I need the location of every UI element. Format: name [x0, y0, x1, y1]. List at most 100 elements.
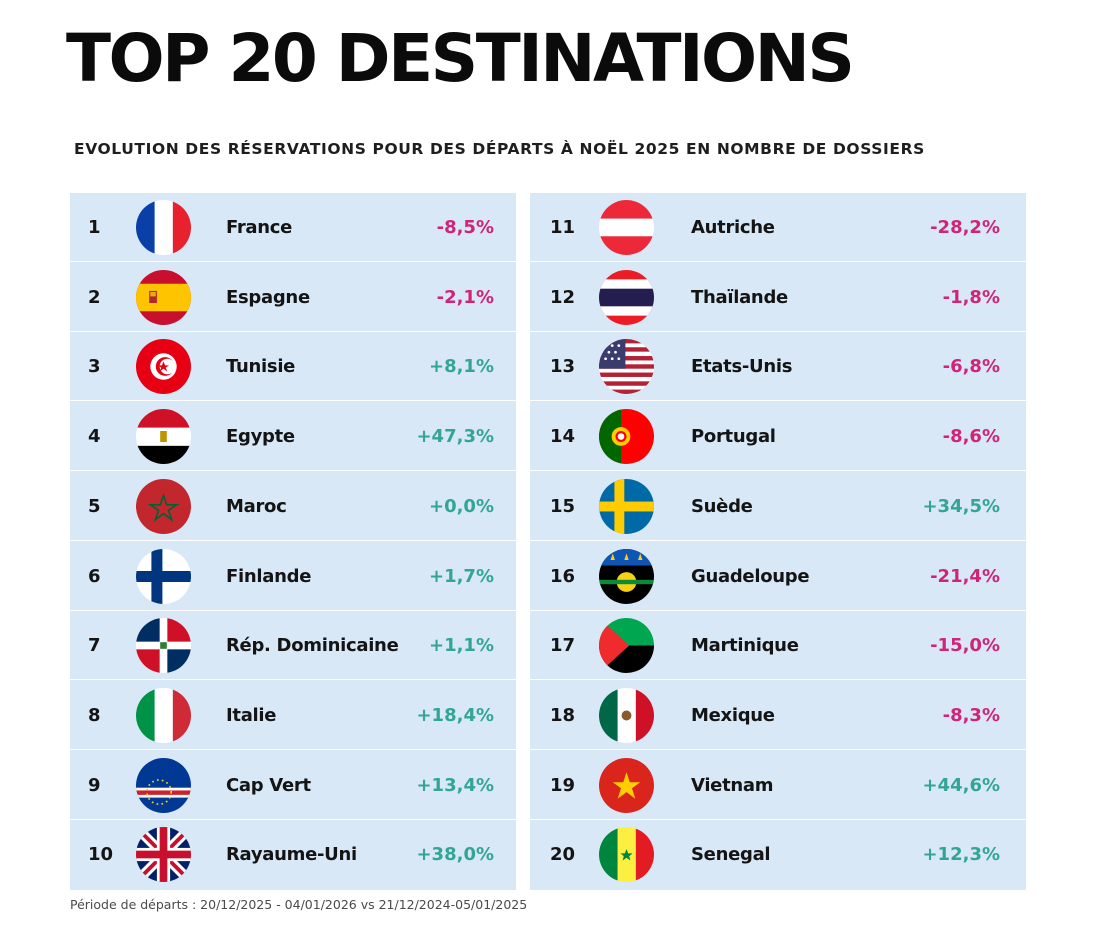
destination-name: Espagne [226, 286, 310, 308]
portugal-flag-icon [599, 409, 654, 465]
destination-name: Maroc [226, 495, 287, 517]
rank-number: 17 [550, 635, 576, 657]
destination-name: France [226, 217, 293, 238]
italy-flag-icon [136, 687, 191, 743]
table-row: 5 Maroc +0,0% [70, 472, 516, 541]
destination-name: Egypte [226, 426, 295, 448]
finland-flag-icon [136, 548, 191, 604]
destination-name: Finlande [226, 565, 312, 587]
evolution-value: +47,3% [416, 426, 494, 448]
rank-number: 12 [550, 286, 576, 308]
morocco-flag-icon [136, 478, 191, 534]
rank-number: 19 [550, 774, 576, 796]
destination-name: Tunisie [226, 356, 296, 378]
destination-name: Cap Vert [226, 774, 311, 796]
rank-number: 11 [550, 217, 576, 238]
rank-number: 9 [88, 774, 101, 796]
table-row: 14 Portugal -8,6% [530, 402, 1026, 472]
destination-name: Rayaume-Uni [226, 844, 357, 866]
rank-number: 8 [88, 704, 101, 726]
rank-number: 5 [88, 495, 101, 517]
rank-number: 10 [88, 844, 114, 866]
rank-number: 2 [88, 286, 101, 308]
rank-number: 3 [88, 356, 101, 378]
destination-name: Suède [691, 495, 753, 517]
table-row: 19 Vietnam +44,6% [530, 751, 1026, 820]
evolution-value: -8,5% [436, 217, 494, 238]
rank-number: 16 [550, 565, 576, 587]
table-row: 3 Tunisie +8,1% [70, 332, 516, 402]
table-row: 18 Mexique -8,3% [530, 681, 1026, 750]
evolution-value: -1,8% [942, 286, 1000, 308]
rank-number: 15 [550, 495, 576, 517]
table-row: 6 Finlande +1,7% [70, 542, 516, 611]
evolution-value: +18,4% [416, 704, 494, 726]
evolution-value: +1,1% [428, 635, 494, 657]
rank-number: 20 [550, 844, 576, 866]
rank-number: 1 [88, 217, 101, 238]
rank-number: 6 [88, 565, 101, 587]
usa-flag-icon [599, 339, 654, 395]
table-row: 1 France -8,5% [70, 193, 516, 262]
destination-name: Vietnam [691, 774, 774, 796]
evolution-value: -8,6% [942, 426, 1000, 448]
destination-name: Italie [226, 704, 277, 726]
austria-flag-icon [599, 200, 654, 255]
evolution-value: -28,2% [930, 217, 1000, 238]
rank-number: 4 [88, 426, 101, 448]
ranking-panel-left: 1 France -8,5% 2 Espagne -2,1% 3 Tunisie +8,1% 4 E… [70, 193, 516, 890]
martinique-flag-icon [599, 618, 654, 674]
table-row: 4 Egypte +47,3% [70, 402, 516, 472]
evolution-value: -8,3% [942, 704, 1000, 726]
table-row: 12 Thaïlande -1,8% [530, 263, 1026, 332]
table-row: 11 Autriche -28,2% [530, 193, 1026, 262]
table-row: 10 Rayaume-Uni +38,0% [70, 820, 516, 889]
table-row: 15 Suède +34,5% [530, 472, 1026, 541]
ranking-panel-right: 11 Autriche -28,2% 12 Thaïlande -1,8% 13 Etats-… [530, 193, 1026, 890]
egypt-flag-icon [136, 409, 191, 465]
page-title: TOP 20 DESTINATIONS [66, 20, 855, 97]
evolution-value: +1,7% [428, 565, 494, 587]
evolution-value: -21,4% [930, 565, 1000, 587]
evolution-value: +0,0% [428, 495, 494, 517]
evolution-value: +44,6% [922, 774, 1000, 796]
table-row: 8 Italie +18,4% [70, 681, 516, 750]
destination-name: Guadeloupe [691, 565, 810, 587]
page-subtitle: EVOLUTION DES RÉSERVATIONS POUR DES DÉPA… [74, 140, 925, 158]
evolution-value: +8,1% [428, 356, 494, 378]
table-row: 2 Espagne -2,1% [70, 263, 516, 332]
footnote: Période de départs : 20/12/2025 - 04/01/… [70, 897, 528, 912]
destination-name: Etats-Unis [691, 356, 793, 378]
thailand-flag-icon [599, 269, 654, 325]
rank-number: 14 [550, 426, 576, 448]
guadeloupe-flag-icon [599, 548, 654, 604]
evolution-value: +13,4% [416, 774, 494, 796]
destination-name: Rép. Dominicaine [226, 635, 399, 657]
sweden-flag-icon [599, 478, 654, 534]
mexico-flag-icon [599, 687, 654, 743]
france-flag-icon [136, 200, 191, 255]
table-row: 7 Rép. Dominicaine +1,1% [70, 611, 516, 681]
rank-number: 13 [550, 356, 576, 378]
rank-number: 7 [88, 635, 101, 657]
destination-name: Senegal [691, 844, 771, 866]
table-row: 13 Etats-Unis -6,8% [530, 332, 1026, 402]
senegal-flag-icon [599, 827, 654, 883]
evolution-value: -6,8% [942, 356, 1000, 378]
destination-name: Portugal [691, 426, 776, 448]
destination-name: Thaïlande [691, 286, 788, 308]
cape-verde-flag-icon [136, 757, 191, 813]
table-row: 9 Cap Vert +13,4% [70, 751, 516, 820]
table-row: 20 Senegal +12,3% [530, 820, 1026, 889]
uk-flag-icon [136, 827, 191, 883]
dominican-republic-flag-icon [136, 618, 191, 674]
spain-flag-icon [136, 269, 191, 325]
evolution-value: +12,3% [922, 844, 1000, 866]
destination-name: Martinique [691, 635, 799, 657]
evolution-value: -2,1% [436, 286, 494, 308]
evolution-value: -15,0% [930, 635, 1000, 657]
evolution-value: +34,5% [922, 495, 1000, 517]
table-row: 16 Guadeloupe -21,4% [530, 542, 1026, 611]
destination-name: Mexique [691, 704, 775, 726]
table-row: 17 Martinique -15,0% [530, 611, 1026, 681]
